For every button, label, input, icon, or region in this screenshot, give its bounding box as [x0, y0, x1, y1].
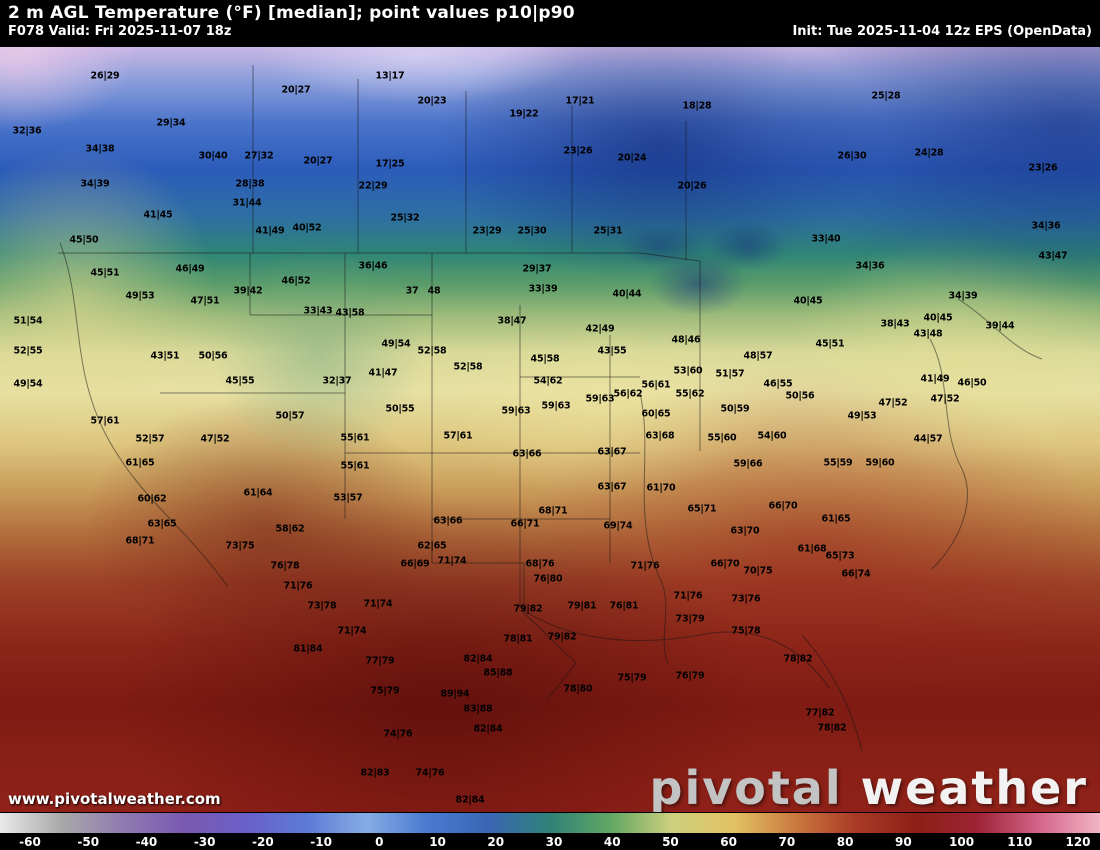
sub-title-bar: F078 Valid: Fri 2025-11-07 18z Init: Tue…	[0, 23, 1100, 39]
colorbar-tick-label: -10	[310, 835, 332, 849]
colorbar-tick-label: 100	[949, 835, 975, 849]
init-time-label: Init: Tue 2025-11-04 12z EPS (OpenData)	[792, 24, 1092, 39]
map-title: 2 m AGL Temperature (°F) [median]; point…	[8, 3, 575, 23]
colorbar-tick-label: -60	[19, 835, 41, 849]
colorbar-tick-label: 110	[1007, 835, 1033, 849]
watermark-brand: pivotal weather	[650, 765, 1088, 811]
watermark-brand-first: pivotal	[649, 761, 843, 815]
colorbar-tick-label: -40	[135, 835, 158, 849]
colorbar-tick-label: 40	[603, 835, 621, 849]
watermark-url: www.pivotalweather.com	[8, 790, 221, 808]
colorbar-tick-label: 30	[545, 835, 563, 849]
colorbar-tick-label: 70	[778, 835, 796, 849]
colorbar-ticks: -60 -50 -40 -30 -20 -10 0 10 20 30 40 50 60 70 80 90 100…	[0, 835, 1100, 850]
valid-time-label: F078 Valid: Fri 2025-11-07 18z	[8, 24, 232, 39]
colorbar-tick-label: -20	[252, 835, 274, 849]
colorbar-tick-label: -30	[193, 835, 216, 849]
colorbar-tick-label: 50	[662, 835, 679, 849]
title-bar: 2 m AGL Temperature (°F) [median]; point…	[0, 0, 1100, 47]
colorbar-tick-label: 10	[429, 835, 446, 849]
state-borders	[58, 65, 1043, 752]
temperature-map	[0, 47, 1100, 812]
colorbar-tick-label: 20	[487, 835, 505, 849]
colorbar-tick-label: 90	[894, 835, 912, 849]
colorbar-tick-label: 80	[836, 835, 854, 849]
colorbar-tick-label: 0	[375, 835, 384, 849]
watermark-brand-second: weather	[860, 761, 1088, 815]
colorbar-tick-label: -50	[77, 835, 100, 849]
colorbar-tick-label: 120	[1065, 835, 1091, 849]
colorbar: -60 -50 -40 -30 -20 -10 0 10 20 30 40 50 60 70 80 90 100…	[0, 812, 1100, 850]
colorbar-tick-label: 60	[720, 835, 738, 849]
colorbar-gradient	[0, 813, 1100, 833]
